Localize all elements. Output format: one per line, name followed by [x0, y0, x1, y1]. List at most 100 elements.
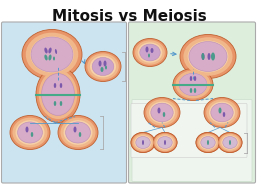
Ellipse shape — [209, 102, 235, 123]
Ellipse shape — [183, 37, 233, 76]
Ellipse shape — [218, 133, 242, 152]
Ellipse shape — [176, 70, 211, 99]
Ellipse shape — [190, 76, 192, 81]
Ellipse shape — [196, 133, 220, 152]
Ellipse shape — [229, 140, 231, 145]
Ellipse shape — [54, 101, 56, 106]
Ellipse shape — [140, 44, 160, 61]
Ellipse shape — [18, 122, 42, 143]
Ellipse shape — [55, 49, 57, 54]
Ellipse shape — [173, 68, 213, 100]
Ellipse shape — [48, 55, 52, 61]
Ellipse shape — [163, 112, 165, 117]
Ellipse shape — [146, 99, 178, 126]
Ellipse shape — [54, 83, 56, 88]
Ellipse shape — [134, 135, 152, 150]
Ellipse shape — [25, 126, 28, 133]
Ellipse shape — [41, 74, 75, 115]
Ellipse shape — [179, 73, 207, 96]
Ellipse shape — [90, 56, 116, 77]
Ellipse shape — [196, 133, 220, 152]
Ellipse shape — [105, 66, 107, 69]
Ellipse shape — [16, 120, 45, 145]
Ellipse shape — [190, 88, 192, 93]
Ellipse shape — [63, 120, 92, 145]
Ellipse shape — [60, 101, 62, 106]
Ellipse shape — [211, 103, 233, 122]
Ellipse shape — [100, 67, 104, 72]
Ellipse shape — [148, 54, 150, 57]
FancyBboxPatch shape — [131, 104, 247, 158]
Ellipse shape — [31, 37, 73, 72]
Ellipse shape — [223, 137, 237, 148]
Ellipse shape — [153, 133, 177, 152]
Ellipse shape — [142, 140, 144, 145]
Ellipse shape — [60, 83, 62, 88]
Ellipse shape — [131, 133, 155, 152]
Ellipse shape — [79, 132, 81, 137]
Ellipse shape — [218, 133, 242, 152]
Ellipse shape — [151, 103, 173, 122]
Ellipse shape — [22, 29, 82, 80]
Ellipse shape — [146, 47, 148, 53]
Ellipse shape — [199, 135, 217, 150]
Ellipse shape — [202, 53, 205, 60]
Ellipse shape — [158, 137, 172, 148]
Ellipse shape — [134, 135, 152, 150]
Ellipse shape — [229, 140, 231, 145]
Ellipse shape — [36, 67, 80, 122]
Ellipse shape — [85, 51, 121, 81]
Ellipse shape — [219, 107, 221, 113]
Ellipse shape — [201, 137, 215, 148]
Ellipse shape — [138, 42, 162, 63]
Ellipse shape — [44, 48, 48, 53]
Ellipse shape — [98, 61, 102, 67]
Ellipse shape — [194, 88, 196, 93]
Ellipse shape — [206, 99, 238, 126]
Ellipse shape — [156, 135, 174, 150]
Ellipse shape — [12, 118, 47, 147]
Ellipse shape — [87, 53, 119, 80]
Ellipse shape — [131, 133, 155, 152]
Ellipse shape — [150, 48, 154, 53]
FancyBboxPatch shape — [132, 100, 252, 182]
Ellipse shape — [219, 134, 241, 151]
Ellipse shape — [221, 135, 239, 150]
Ellipse shape — [133, 134, 154, 151]
Ellipse shape — [153, 133, 177, 152]
Ellipse shape — [66, 122, 90, 143]
Ellipse shape — [156, 135, 174, 150]
Ellipse shape — [164, 140, 166, 145]
Ellipse shape — [61, 118, 96, 147]
Ellipse shape — [26, 33, 78, 76]
Ellipse shape — [207, 53, 211, 60]
Ellipse shape — [10, 115, 50, 150]
Ellipse shape — [223, 112, 225, 117]
Ellipse shape — [158, 137, 172, 148]
Ellipse shape — [135, 40, 165, 65]
Ellipse shape — [136, 137, 150, 148]
Ellipse shape — [211, 53, 215, 61]
Ellipse shape — [207, 140, 209, 145]
Ellipse shape — [223, 137, 237, 148]
Ellipse shape — [201, 137, 215, 148]
Ellipse shape — [74, 126, 76, 133]
Ellipse shape — [199, 135, 217, 150]
Ellipse shape — [164, 140, 166, 145]
Ellipse shape — [198, 134, 219, 151]
Ellipse shape — [157, 107, 161, 113]
Ellipse shape — [155, 134, 176, 151]
Ellipse shape — [144, 98, 180, 127]
Ellipse shape — [104, 61, 106, 67]
Ellipse shape — [133, 38, 167, 67]
Ellipse shape — [48, 48, 52, 53]
Ellipse shape — [30, 36, 74, 73]
Ellipse shape — [133, 134, 154, 151]
Ellipse shape — [53, 56, 55, 61]
Ellipse shape — [204, 98, 240, 127]
Ellipse shape — [142, 140, 144, 145]
Ellipse shape — [44, 55, 48, 60]
Ellipse shape — [31, 132, 33, 137]
Ellipse shape — [92, 57, 114, 75]
Ellipse shape — [188, 41, 228, 72]
